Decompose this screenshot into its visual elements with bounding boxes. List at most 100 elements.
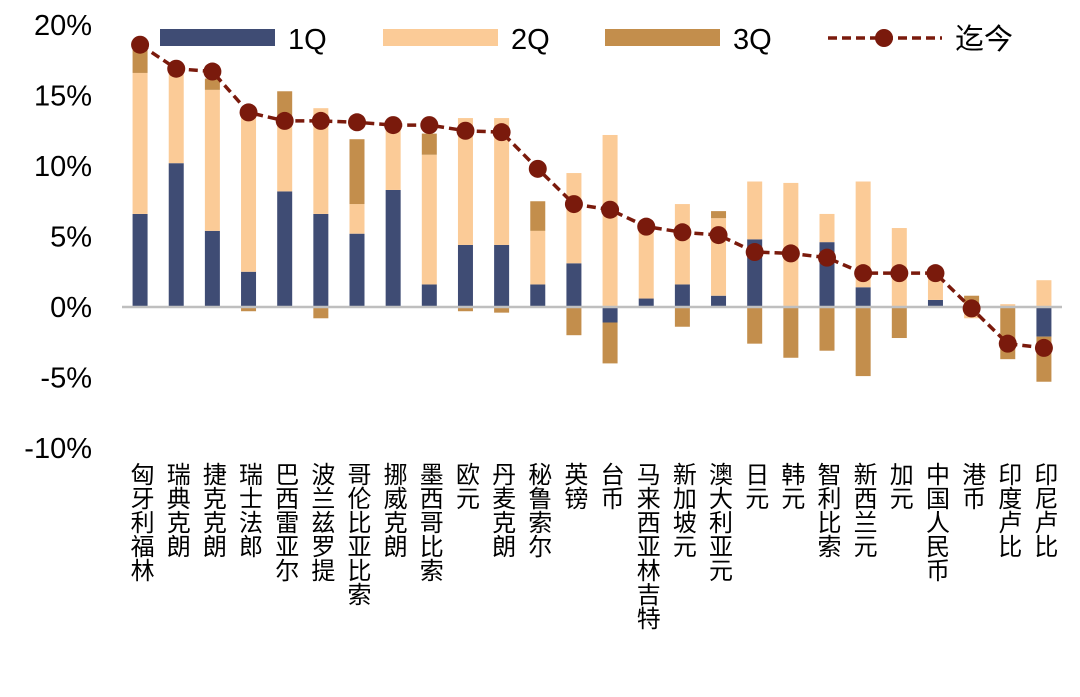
y-axis-ticks: 20% 15% 10% 5% 0% -5% -10% bbox=[24, 10, 92, 465]
x-tick-label: 瑞士法郎 bbox=[235, 462, 263, 558]
line-series bbox=[131, 35, 1053, 357]
bar-3q-1 bbox=[132, 47, 148, 73]
legend-swatch bbox=[605, 29, 720, 46]
bar-3q-4 bbox=[241, 307, 257, 312]
line-point-8 bbox=[384, 116, 403, 135]
line-point-13 bbox=[564, 195, 583, 214]
y-tick-label: 15% bbox=[34, 81, 92, 113]
line-point-25 bbox=[998, 334, 1017, 353]
x-tick-label: 哥伦比亚比索 bbox=[343, 462, 371, 606]
bar-3q-20 bbox=[819, 307, 835, 351]
line-point-21 bbox=[854, 264, 873, 283]
x-tick-label: 新西兰元 bbox=[849, 462, 877, 558]
y-tick-label: -5% bbox=[40, 363, 92, 395]
bar-3q-9 bbox=[421, 133, 437, 155]
x-tick-label: 英镑 bbox=[560, 462, 588, 510]
legend-label: 2Q bbox=[511, 24, 550, 56]
bar-3q-16 bbox=[674, 307, 690, 327]
legend-label: 迄今 bbox=[955, 22, 1013, 56]
bar-1q-1 bbox=[132, 213, 148, 307]
bar-1q-2 bbox=[168, 163, 184, 307]
bar-3q-12 bbox=[530, 201, 546, 231]
line-point-19 bbox=[781, 244, 800, 263]
bar-1q-16 bbox=[674, 284, 690, 307]
legend-item-3q: 3Q bbox=[605, 24, 772, 56]
bar-1q-3 bbox=[204, 230, 220, 307]
bar-3q-7 bbox=[349, 139, 365, 205]
x-tick-label: 台币 bbox=[596, 462, 624, 510]
legend-item-1q: 1Q bbox=[160, 24, 327, 56]
bar-3q-10 bbox=[457, 307, 473, 312]
y-tick-label: 20% bbox=[34, 10, 92, 42]
bar-3q-13 bbox=[566, 307, 582, 336]
bar-2q-1 bbox=[132, 72, 148, 214]
bar-2q-11 bbox=[494, 118, 510, 245]
bar-3q-11 bbox=[494, 307, 510, 313]
line-point-26 bbox=[1034, 338, 1053, 357]
x-axis-labels: 匈牙利福林 瑞典克朗 捷克克朗 瑞士法郎 巴西雷亚尔 波兰兹罗提 哥伦比亚比索 挪威克朗 墨西哥… bbox=[126, 462, 1058, 630]
bar-2q-2 bbox=[168, 68, 184, 164]
bar-2q-26 bbox=[1036, 280, 1052, 307]
line-point-12 bbox=[528, 159, 547, 178]
line-point-15 bbox=[637, 217, 656, 236]
bars bbox=[132, 47, 1052, 382]
bar-2q-10 bbox=[457, 118, 473, 245]
bar-2q-6 bbox=[313, 108, 329, 214]
x-tick-label: 智利比索 bbox=[813, 462, 841, 558]
bar-2q-20 bbox=[819, 213, 835, 243]
line-point-4 bbox=[239, 103, 258, 122]
bar-2q-15 bbox=[638, 228, 654, 299]
bar-1q-26 bbox=[1036, 307, 1052, 337]
x-tick-label: 欧元 bbox=[451, 462, 479, 510]
legend: 1Q 2Q 3Q 迄今 bbox=[160, 22, 1013, 56]
bar-1q-13 bbox=[566, 263, 582, 307]
bar-3q-14 bbox=[602, 322, 618, 364]
bar-3q-3 bbox=[204, 78, 220, 90]
bar-2q-14 bbox=[602, 134, 618, 307]
legend-label: 3Q bbox=[733, 24, 772, 56]
bar-3q-17 bbox=[711, 211, 727, 219]
bar-1q-21 bbox=[855, 287, 871, 307]
line-point-16 bbox=[673, 223, 692, 242]
line-point-23 bbox=[926, 264, 945, 283]
bar-1q-4 bbox=[241, 271, 257, 307]
bar-3q-21 bbox=[855, 307, 871, 377]
bar-2q-4 bbox=[241, 113, 257, 272]
line-point-20 bbox=[818, 248, 836, 267]
x-tick-label: 墨西哥比索 bbox=[415, 462, 443, 582]
legend-marker bbox=[875, 29, 893, 47]
y-tick-label: -10% bbox=[24, 433, 92, 465]
legend-item-ytd: 迄今 bbox=[828, 22, 1013, 56]
legend-label: 1Q bbox=[288, 24, 327, 56]
x-tick-label: 加元 bbox=[885, 462, 913, 510]
bar-1q-17 bbox=[711, 295, 727, 307]
bar-1q-23 bbox=[927, 299, 943, 307]
x-tick-label: 韩元 bbox=[777, 462, 805, 510]
line-point-3 bbox=[203, 62, 222, 81]
bar-2q-12 bbox=[530, 230, 546, 285]
legend-swatch bbox=[383, 29, 498, 46]
y-tick-label: 10% bbox=[34, 151, 92, 183]
line-point-5 bbox=[275, 111, 294, 130]
y-tick-label: 0% bbox=[50, 292, 92, 324]
line-point-18 bbox=[745, 243, 764, 262]
bar-2q-7 bbox=[349, 204, 365, 234]
line-point-1 bbox=[131, 35, 150, 54]
line-point-24 bbox=[962, 299, 981, 318]
bar-1q-10 bbox=[457, 244, 473, 307]
bar-3q-18 bbox=[747, 307, 763, 344]
x-tick-label: 捷克克朗 bbox=[198, 462, 226, 558]
bar-2q-13 bbox=[566, 173, 582, 264]
x-tick-label: 中国人民币 bbox=[921, 462, 949, 582]
line-point-11 bbox=[492, 123, 511, 142]
bar-2q-25 bbox=[1000, 304, 1016, 307]
x-tick-label: 马来西亚林吉特 bbox=[632, 462, 660, 630]
bar-1q-7 bbox=[349, 233, 365, 307]
bar-1q-9 bbox=[421, 284, 437, 307]
line-point-6 bbox=[311, 111, 330, 130]
bar-2q-3 bbox=[204, 89, 220, 231]
x-tick-label: 印度卢比 bbox=[994, 462, 1022, 558]
bar-3q-22 bbox=[891, 307, 907, 339]
line-point-9 bbox=[420, 116, 439, 135]
